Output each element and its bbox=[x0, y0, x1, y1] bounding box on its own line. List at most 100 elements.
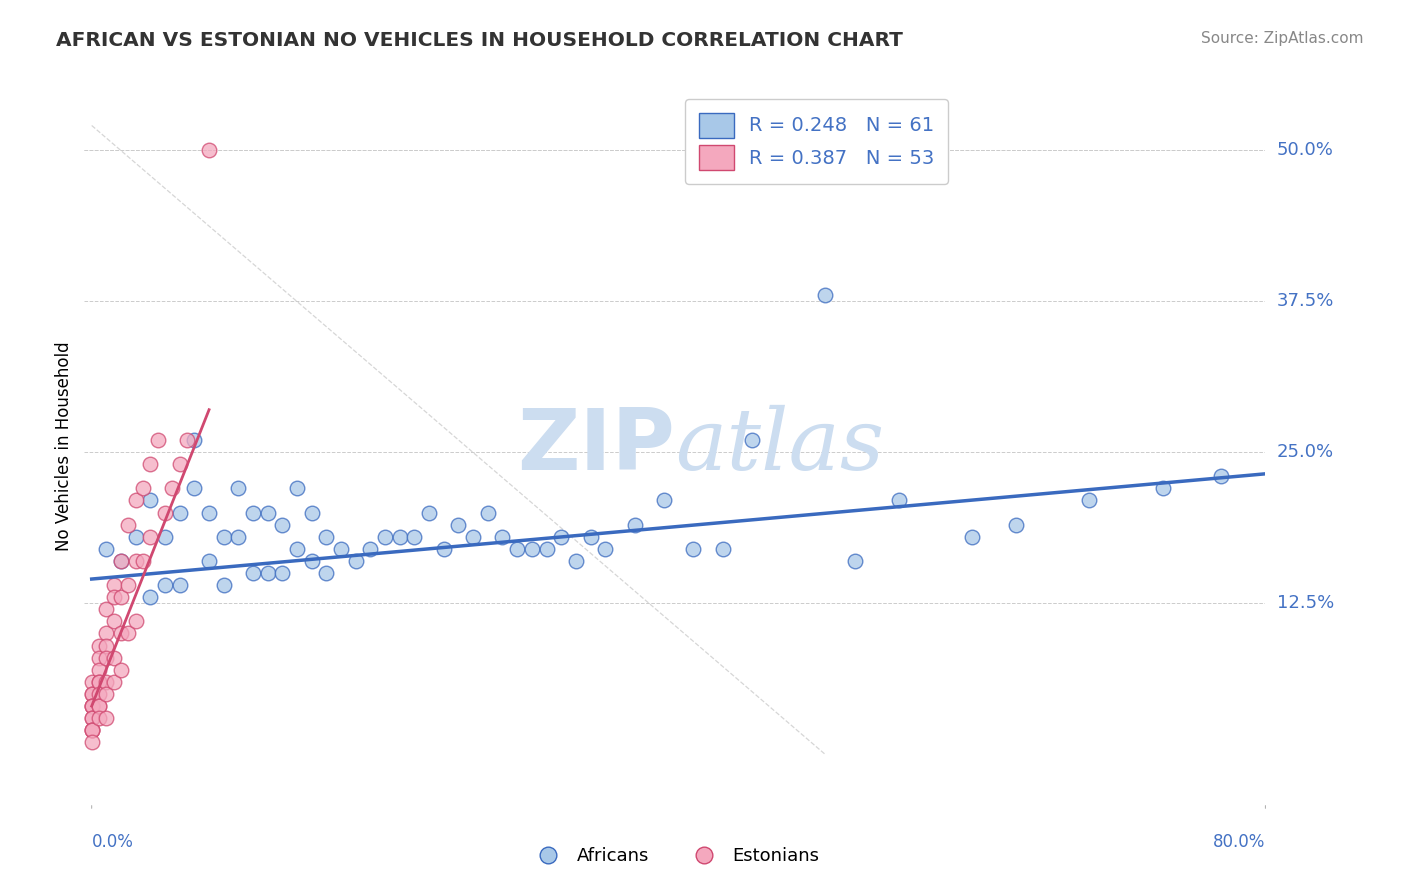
Point bbox=[80, 687, 103, 701]
Point bbox=[228, 530, 250, 544]
Point bbox=[103, 674, 125, 689]
Point bbox=[146, 433, 169, 447]
Text: Source: ZipAtlas.com: Source: ZipAtlas.com bbox=[1201, 31, 1364, 46]
Point bbox=[80, 699, 103, 714]
Point bbox=[212, 530, 235, 544]
Point bbox=[132, 481, 155, 495]
Point bbox=[176, 433, 198, 447]
Point bbox=[198, 143, 221, 157]
Point bbox=[228, 481, 250, 495]
Point bbox=[96, 541, 118, 556]
Point bbox=[285, 481, 308, 495]
Point bbox=[139, 457, 162, 471]
Point bbox=[198, 554, 221, 568]
Point bbox=[315, 566, 337, 580]
Point bbox=[80, 735, 103, 749]
Point bbox=[87, 674, 110, 689]
Point bbox=[117, 517, 139, 532]
Point bbox=[212, 578, 235, 592]
Point bbox=[271, 517, 294, 532]
Legend: Africans, Estonians: Africans, Estonians bbox=[523, 840, 827, 872]
Point bbox=[125, 493, 148, 508]
Point bbox=[404, 530, 426, 544]
Point bbox=[169, 457, 191, 471]
Text: 12.5%: 12.5% bbox=[1277, 594, 1334, 612]
Point bbox=[682, 541, 704, 556]
Point bbox=[579, 530, 602, 544]
Point bbox=[96, 687, 118, 701]
Point bbox=[242, 506, 264, 520]
Point bbox=[741, 433, 763, 447]
Point bbox=[153, 530, 176, 544]
Point bbox=[301, 554, 323, 568]
Point bbox=[80, 699, 103, 714]
Y-axis label: No Vehicles in Household: No Vehicles in Household bbox=[55, 341, 73, 551]
Point bbox=[550, 530, 572, 544]
Text: AFRICAN VS ESTONIAN NO VEHICLES IN HOUSEHOLD CORRELATION CHART: AFRICAN VS ESTONIAN NO VEHICLES IN HOUSE… bbox=[56, 31, 903, 50]
Point bbox=[96, 626, 118, 640]
Point bbox=[960, 530, 983, 544]
Point bbox=[96, 639, 118, 653]
Point bbox=[117, 578, 139, 592]
Point bbox=[242, 566, 264, 580]
Point bbox=[132, 554, 155, 568]
Point bbox=[433, 541, 456, 556]
Point bbox=[87, 650, 110, 665]
Point bbox=[110, 554, 132, 568]
Text: 0.0%: 0.0% bbox=[91, 833, 134, 851]
Point bbox=[87, 711, 110, 725]
Point bbox=[1211, 469, 1233, 483]
Point bbox=[87, 699, 110, 714]
Point bbox=[198, 506, 221, 520]
Point bbox=[301, 506, 323, 520]
Point bbox=[96, 602, 118, 616]
Text: 50.0%: 50.0% bbox=[1277, 141, 1333, 159]
Point bbox=[139, 590, 162, 604]
Point bbox=[80, 687, 103, 701]
Point bbox=[103, 578, 125, 592]
Point bbox=[87, 639, 110, 653]
Point bbox=[1005, 517, 1028, 532]
Point bbox=[80, 674, 103, 689]
Point bbox=[103, 590, 125, 604]
Point bbox=[418, 506, 440, 520]
Point bbox=[139, 493, 162, 508]
Point bbox=[374, 530, 396, 544]
Point bbox=[1152, 481, 1174, 495]
Point bbox=[256, 506, 278, 520]
Text: 80.0%: 80.0% bbox=[1213, 833, 1265, 851]
Point bbox=[80, 723, 103, 738]
Point bbox=[463, 530, 485, 544]
Point bbox=[169, 506, 191, 520]
Point bbox=[103, 615, 125, 629]
Point bbox=[652, 493, 675, 508]
Text: 37.5%: 37.5% bbox=[1277, 292, 1334, 310]
Point bbox=[153, 578, 176, 592]
Point bbox=[125, 554, 148, 568]
Point bbox=[103, 650, 125, 665]
Point bbox=[388, 530, 411, 544]
Point bbox=[1078, 493, 1101, 508]
Point bbox=[256, 566, 278, 580]
Point bbox=[183, 433, 205, 447]
Point bbox=[711, 541, 734, 556]
Point bbox=[96, 674, 118, 689]
Point bbox=[96, 650, 118, 665]
Point bbox=[477, 506, 499, 520]
Point bbox=[117, 626, 139, 640]
Point bbox=[169, 578, 191, 592]
Point bbox=[80, 723, 103, 738]
Point bbox=[139, 530, 162, 544]
Point bbox=[520, 541, 543, 556]
Point bbox=[447, 517, 470, 532]
Point bbox=[125, 530, 148, 544]
Point bbox=[271, 566, 294, 580]
Point bbox=[110, 590, 132, 604]
Point bbox=[359, 541, 381, 556]
Point bbox=[536, 541, 558, 556]
Point bbox=[887, 493, 910, 508]
Point bbox=[623, 517, 645, 532]
Point bbox=[315, 530, 337, 544]
Point bbox=[506, 541, 529, 556]
Point bbox=[814, 288, 837, 302]
